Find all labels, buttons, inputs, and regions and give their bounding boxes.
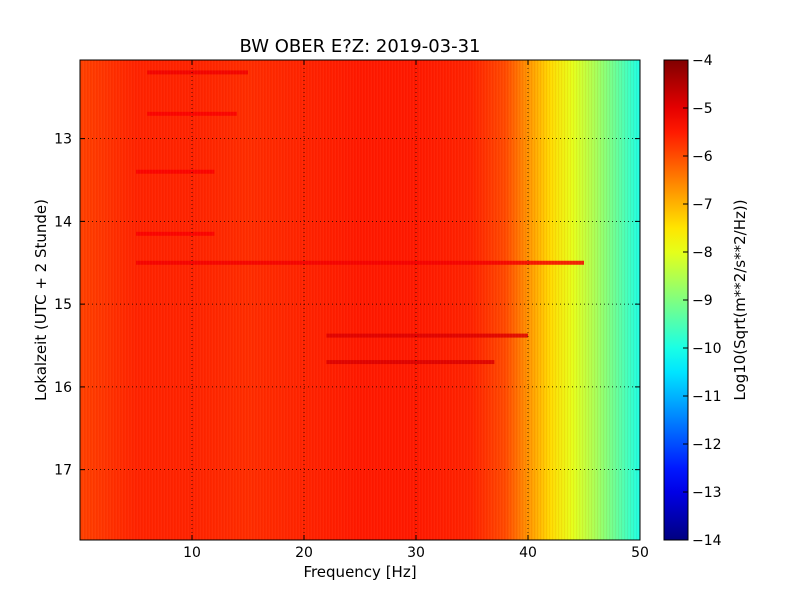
y-axis: 13 14 15 16 17 [54,132,640,479]
x-tick-label: 40 [519,545,537,561]
colorbar-tick-label: −6 [692,149,713,165]
colorbar-tick-label: −13 [692,485,722,501]
y-axis-label: Lokalzeit (UTC + 2 Stunde) [32,199,50,401]
x-axis-label: Frequency [Hz] [303,563,416,581]
y-tick-label: 14 [54,214,72,230]
plot-area: 10 20 30 40 50 13 14 15 16 17 [54,59,649,561]
x-tick-label: 10 [183,545,201,561]
colorbar-tick-label: −7 [692,197,713,213]
spectrogram-texture [80,60,640,540]
x-axis: 10 20 30 40 50 [183,60,649,561]
colorbar-ticks: −4 −5 −6 −7 −8 −9 −10 −11 −12 −13 −14 [683,53,722,549]
colorbar: −4 −5 −6 −7 −8 −9 −10 −11 −12 −13 −14 Log10(Sqrt(m… [663,53,749,549]
y-tick-label: 16 [54,380,72,396]
x-tick-label: 30 [407,545,425,561]
colorbar-tick-label: −8 [692,245,713,261]
colorbar-label: Log10(Sqrt(m**2/s**2/Hz)) [731,199,749,400]
y-tick-label: 13 [54,132,72,148]
x-tick-label: 20 [295,545,313,561]
plot-frame [79,59,641,541]
colorbar-tick-label: −11 [692,389,722,405]
chart-title: BW OBER E?Z: 2019-03-31 [240,36,481,57]
x-tick-label: 50 [631,545,649,561]
colorbar-tick-label: −10 [692,341,722,357]
y-tick-label: 15 [54,297,72,313]
colorbar-tick-label: −5 [692,101,713,117]
y-tick-label: 17 [54,463,72,479]
colorbar-tick-label: −12 [692,437,722,453]
colorbar-tick-label: −4 [692,53,713,69]
grid-lines [80,60,640,540]
colorbar-tick-label: −9 [692,293,713,309]
colorbar-tick-label: −14 [692,533,722,549]
